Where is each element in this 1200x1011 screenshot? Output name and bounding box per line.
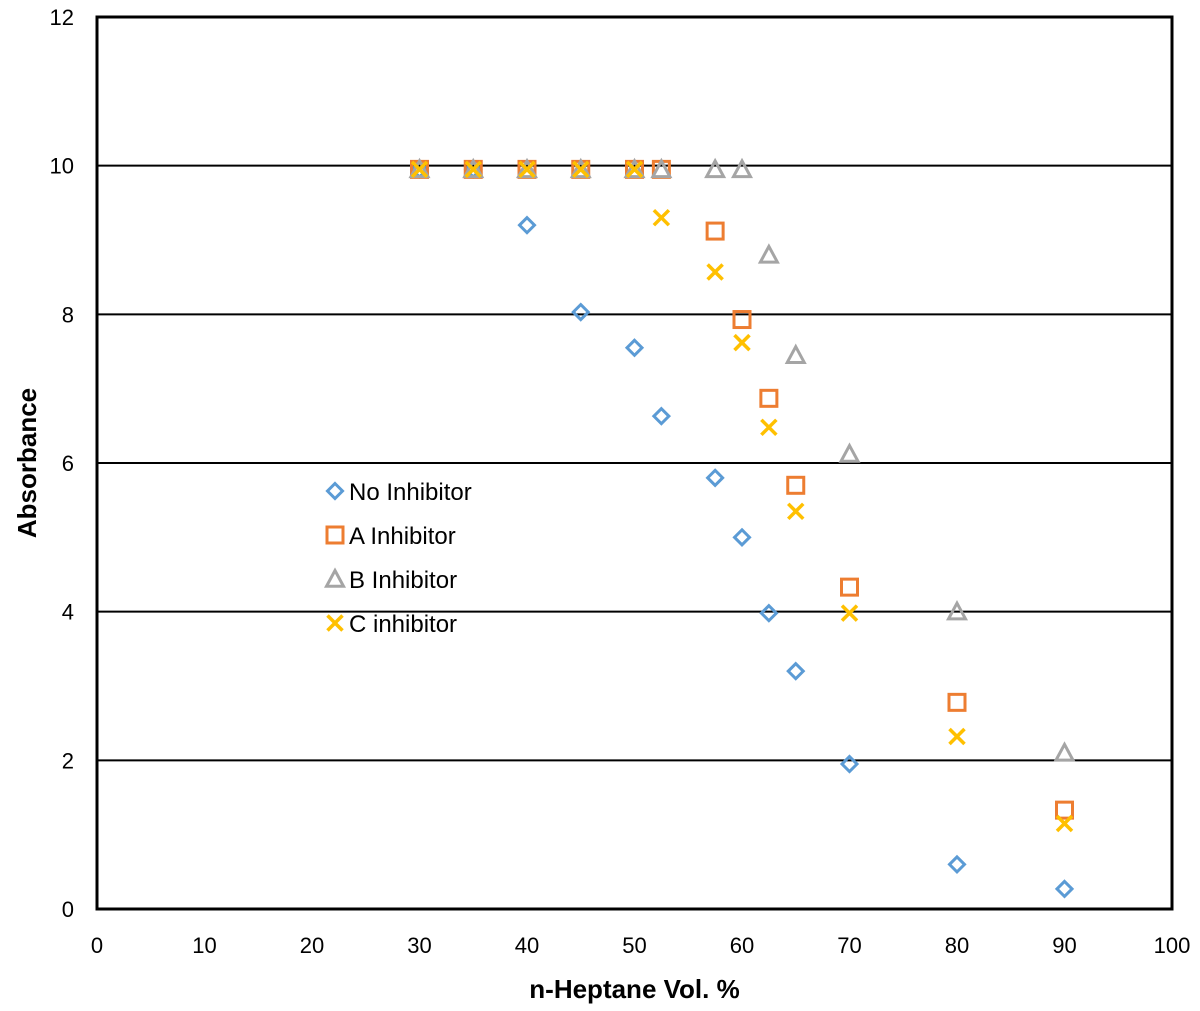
data-point	[759, 603, 779, 623]
x-tick-label: 100	[1154, 933, 1191, 958]
y-tick-label: 10	[50, 154, 74, 179]
x-tick-label: 30	[407, 933, 431, 958]
data-point	[569, 157, 592, 179]
data-point	[759, 388, 779, 408]
data-point	[704, 157, 727, 179]
data-point	[787, 502, 805, 521]
data-point	[945, 600, 969, 621]
x-tick-label: 50	[622, 933, 646, 958]
y-axis-title: Absorbance	[12, 388, 42, 538]
x-tick-label: 20	[300, 933, 324, 958]
legend-entry: C inhibitor	[326, 611, 457, 638]
data-point	[410, 160, 429, 179]
y-tick-label: 0	[62, 897, 74, 922]
data-point	[515, 157, 539, 179]
legend-marker	[323, 567, 347, 588]
data-point	[732, 310, 752, 330]
legend: No Inhibitor A Inhibitor B Inhibitor C inhi…	[323, 479, 472, 638]
data-point	[518, 160, 536, 179]
data-point	[839, 754, 860, 774]
x-tick-label: 10	[192, 933, 216, 958]
data-point	[705, 221, 725, 241]
legend-entry: No Inhibitor	[325, 479, 472, 506]
x-tick-label: 90	[1052, 933, 1076, 958]
data-points	[408, 157, 1076, 899]
legend-label: No Inhibitor	[349, 479, 472, 506]
legend-entry: A Inhibitor	[325, 523, 456, 550]
data-point	[948, 727, 966, 746]
y-tick-label: 6	[62, 451, 74, 476]
y-tick-label: 8	[62, 302, 74, 327]
x-tick-label: 70	[837, 933, 861, 958]
data-point	[947, 692, 967, 712]
legend-entry: B Inhibitor	[323, 567, 457, 594]
data-point	[464, 160, 482, 179]
data-point	[1055, 814, 1074, 833]
data-point	[732, 527, 752, 547]
y-tick-label: 4	[62, 600, 74, 625]
x-tick-label: 0	[91, 933, 103, 958]
data-point	[1055, 800, 1074, 820]
legend-label: B Inhibitor	[349, 567, 457, 594]
data-point	[517, 215, 537, 235]
data-point	[786, 661, 806, 681]
data-point	[408, 157, 431, 179]
y-tick-label: 12	[50, 5, 74, 30]
data-point	[786, 475, 806, 495]
data-point	[730, 157, 754, 179]
data-point	[947, 854, 967, 875]
data-point	[706, 263, 724, 281]
plot-area-frame	[95, 15, 1174, 911]
series-b-inhibitor	[408, 157, 1076, 762]
data-point	[624, 338, 645, 358]
data-point	[757, 243, 780, 264]
x-tick-label: 80	[945, 933, 969, 958]
x-axis-title: n-Heptane Vol. %	[529, 974, 739, 1004]
series-a-inhibitor	[410, 159, 1074, 820]
legend-marker	[325, 481, 345, 501]
x-tick-label: 40	[515, 933, 539, 958]
x-tick-labels: 0 10 20 30 40 50 60 70 80 90 100	[91, 933, 1190, 958]
data-point	[760, 418, 778, 437]
data-point	[625, 160, 644, 179]
legend-label: A Inhibitor	[349, 523, 456, 550]
data-point	[705, 468, 725, 488]
data-point	[733, 333, 751, 352]
series-c-inhibitor	[410, 160, 1074, 833]
data-point	[571, 302, 591, 322]
legend-label: C inhibitor	[349, 611, 457, 638]
gridlines	[97, 164, 1172, 762]
y-tick-label: 2	[62, 748, 74, 773]
legend-marker	[325, 525, 345, 545]
y-tick-labels: 0 2 4 6 8 10 12	[50, 5, 74, 922]
data-point	[840, 577, 859, 597]
data-point	[462, 157, 485, 179]
data-point	[572, 160, 590, 179]
data-point	[840, 604, 859, 622]
data-point	[1053, 741, 1076, 762]
series-no-inhibitor	[409, 159, 1075, 899]
data-point	[652, 208, 671, 227]
data-point	[650, 157, 673, 179]
data-point	[623, 157, 646, 179]
data-point	[784, 343, 807, 364]
legend-marker	[326, 614, 344, 632]
data-point	[838, 442, 861, 463]
data-point	[651, 406, 671, 426]
x-tick-label: 60	[730, 933, 754, 958]
data-point	[1054, 879, 1075, 899]
